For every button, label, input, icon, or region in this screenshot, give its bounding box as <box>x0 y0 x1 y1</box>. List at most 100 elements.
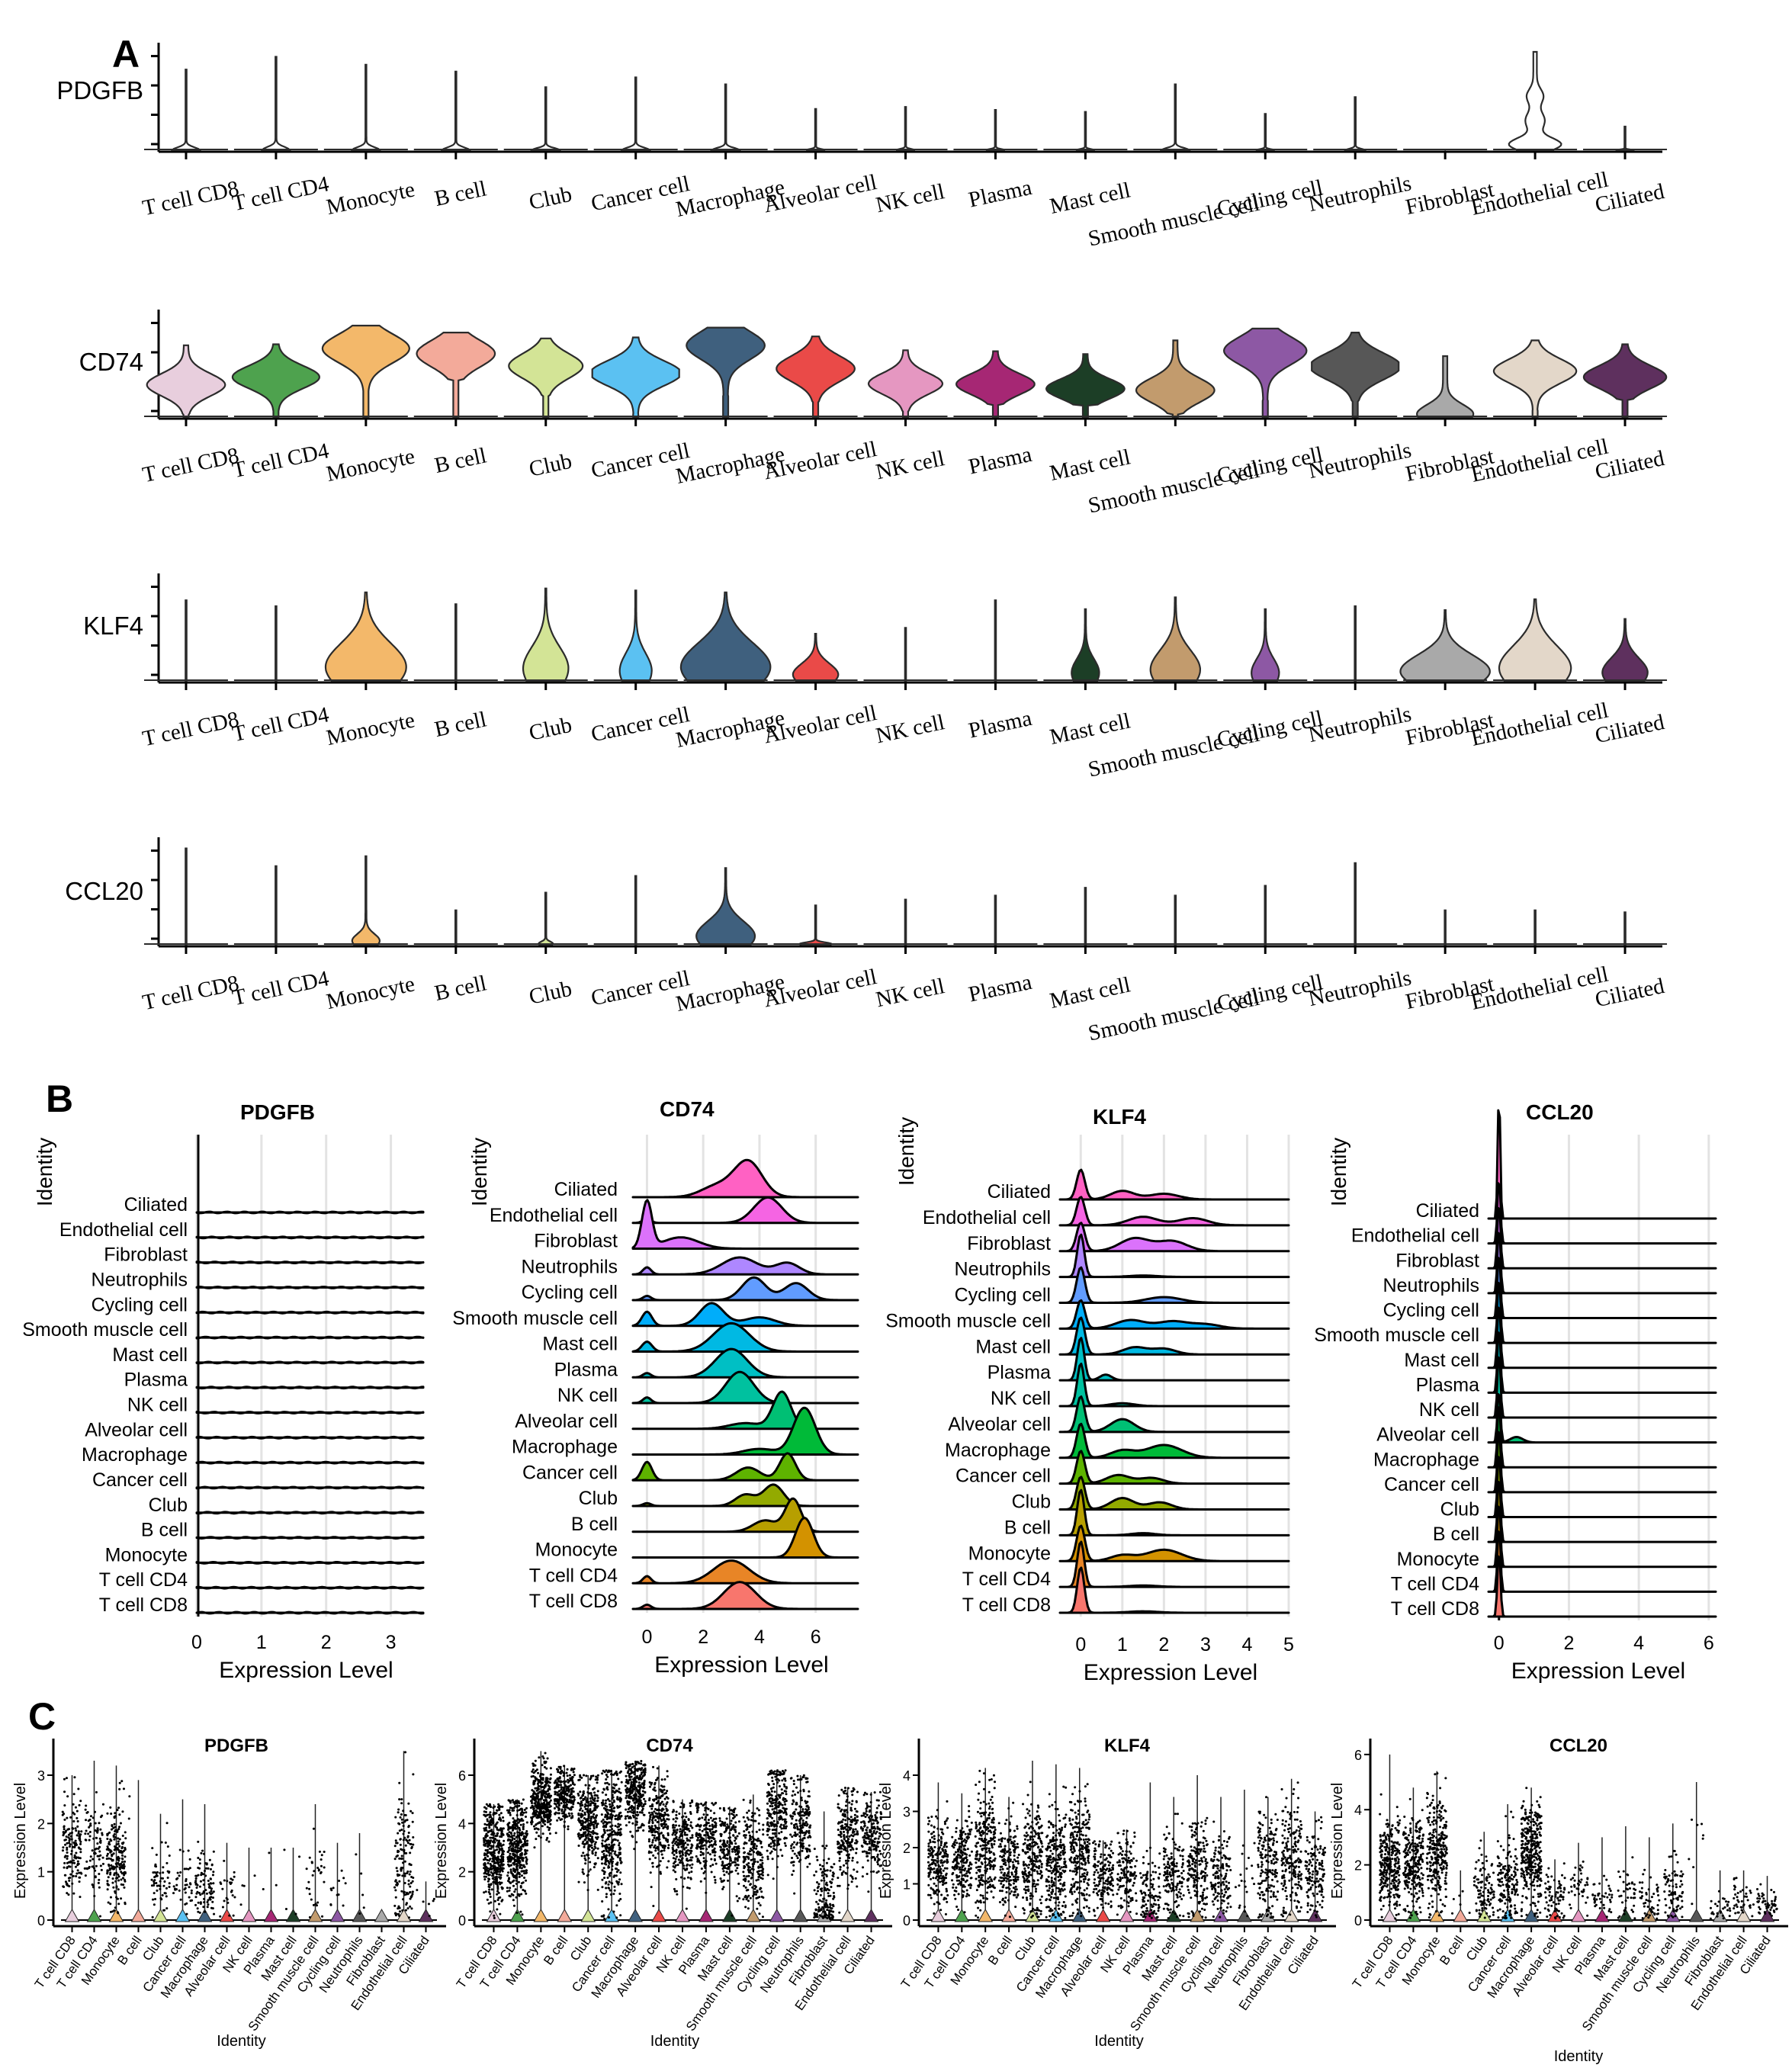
violin-smooth-muscle-cell <box>1174 894 1177 946</box>
ridge-cycling-cell <box>1487 1257 1717 1319</box>
x-axis-label: Identity <box>650 2033 699 2050</box>
violin-base-macrophage <box>1071 1908 1087 1922</box>
y-tick-label: 1 <box>903 1877 910 1893</box>
row-label: NK cell <box>127 1395 188 1416</box>
category-label: Club <box>527 977 574 1010</box>
ridge-fibroblast <box>1487 1206 1717 1270</box>
ridge-nk-cell <box>1058 1363 1290 1408</box>
ridge-alveolar-cell <box>631 1390 859 1431</box>
ridge-mast-cell <box>631 1321 859 1353</box>
y-axis-label: Identity <box>894 1117 918 1186</box>
violin-base-alveolar-cell <box>651 1908 666 1922</box>
points-nk-cell <box>671 1799 694 1910</box>
points-smooth-muscle-cell <box>1638 1868 1661 1920</box>
category-label: Endothelial cell <box>1469 962 1610 1015</box>
row-label: Club <box>149 1495 188 1516</box>
category-label: T cell CD4 <box>230 438 332 483</box>
category-label: B cell <box>432 707 489 742</box>
violin-macrophage <box>686 326 766 419</box>
violin-neutrophils <box>1354 862 1357 946</box>
violin-base-t-cell-cd4 <box>86 1908 102 1922</box>
ridge-cycling-cell <box>1058 1266 1290 1304</box>
gene-label: KLF4 <box>83 612 143 640</box>
violin-endothelial-cell <box>1498 598 1572 682</box>
row-label: Smooth muscle cell <box>1314 1325 1479 1346</box>
category-label: Club <box>527 182 574 215</box>
row-label: Neutrophils <box>522 1256 618 1277</box>
row-label: Fibroblast <box>104 1244 188 1266</box>
y-tick-label: 4 <box>903 1768 910 1784</box>
violin-base-smooth-muscle-cell <box>307 1908 323 1922</box>
row-label: Smooth muscle cell <box>885 1310 1051 1331</box>
row-label: Plasma <box>124 1370 188 1391</box>
y-tick-label: 0 <box>458 1913 466 1928</box>
x-axis-label: Identity <box>1554 2048 1603 2065</box>
row-label: Cancer cell <box>522 1462 618 1483</box>
points-ciliated <box>1756 1883 1778 1917</box>
violin-base-mast-cell <box>1166 1908 1182 1922</box>
violin-base-plasma <box>263 1908 279 1922</box>
x-axis-label: Expression Level <box>1084 1660 1257 1685</box>
violin-base-t-cell-cd8 <box>1382 1908 1398 1922</box>
violin-endothelial-cell <box>1508 50 1562 152</box>
category-label: B cell <box>114 1933 144 1967</box>
category-label: Endothelial cell <box>1469 435 1610 487</box>
ridge-macrophage <box>1487 1405 1717 1469</box>
row-label: Cancer cell <box>1384 1474 1479 1495</box>
category-label: Mast cell <box>1048 972 1132 1013</box>
category-label: Endothelial cell <box>1469 698 1610 751</box>
ridge-smooth-muscle-cell <box>631 1302 859 1328</box>
violin-t-cell-cd8 <box>170 69 202 152</box>
violin-base-nk-cell <box>675 1908 690 1922</box>
category-label: Mast cell <box>1048 445 1132 486</box>
violin-base-neutrophils <box>792 1908 808 1922</box>
ridge-alveolar-cell <box>1058 1395 1290 1434</box>
category-label: Neutrophils <box>1306 438 1414 483</box>
ridge-t-cell-cd8 <box>1058 1566 1290 1614</box>
ridge-club <box>631 1483 859 1508</box>
y-tick-label: 2 <box>458 1865 466 1880</box>
violin-base-t-cell-cd8 <box>930 1908 946 1922</box>
violin-neutrophils <box>1354 605 1357 682</box>
violin-base-t-cell-cd4 <box>509 1908 525 1922</box>
row-label: Cancer cell <box>955 1466 1051 1487</box>
row-label: Alveolar cell <box>515 1411 618 1432</box>
category-label: T cell CD4 <box>230 172 332 216</box>
ridge-mast-cell <box>1487 1306 1717 1370</box>
violin-base-macrophage <box>628 1908 643 1922</box>
panel-b-ridgeline-plots: Ciliated Endothelial cell Fibroblast Neutro… <box>22 1097 1717 1685</box>
row-label: Fibroblast <box>1395 1250 1479 1271</box>
points-neutrophils <box>1234 1842 1256 1918</box>
row-label: Endothelial cell <box>490 1205 618 1226</box>
category-label: B cell <box>541 1933 570 1967</box>
violin-club <box>538 891 554 946</box>
row-label: Plasma <box>988 1362 1051 1383</box>
category-label: B cell <box>1437 1933 1466 1967</box>
violin-alveolar-cell <box>805 108 826 152</box>
row-label: T cell CD4 <box>529 1565 618 1586</box>
x-axis-label: Expression Level <box>219 1658 393 1683</box>
violin-b-cell <box>454 603 458 682</box>
x-tick-label: 1 <box>1117 1634 1128 1655</box>
y-tick-label: 1 <box>37 1865 45 1880</box>
category-label: Monocyte <box>324 444 417 486</box>
ridge-nk-cell <box>195 1411 425 1415</box>
row-label: Mast cell <box>975 1336 1051 1357</box>
points-plasma <box>695 1801 718 1894</box>
violin-nk-cell <box>904 627 907 682</box>
points-b-cell <box>1451 1890 1471 1915</box>
points-alveolar-cell <box>219 1859 236 1918</box>
violin-smooth-muscle-cell <box>1149 596 1201 682</box>
scatter-title: CCL20 <box>1550 1736 1607 1756</box>
violin-cycling-cell <box>1222 327 1308 419</box>
points-monocyte <box>105 1780 127 1915</box>
violin-base-plasma <box>698 1908 714 1922</box>
violin-t-cell-cd4 <box>260 56 292 152</box>
row-label: Cycling cell <box>1383 1300 1479 1321</box>
ridge-plasma <box>1058 1337 1290 1382</box>
ridge-b-cell <box>1058 1488 1290 1537</box>
violin-base-monocyte <box>108 1908 124 1922</box>
ridgeline-ccl20: Ciliated Endothelial cell Fibroblast Neutro… <box>1314 1100 1717 1684</box>
